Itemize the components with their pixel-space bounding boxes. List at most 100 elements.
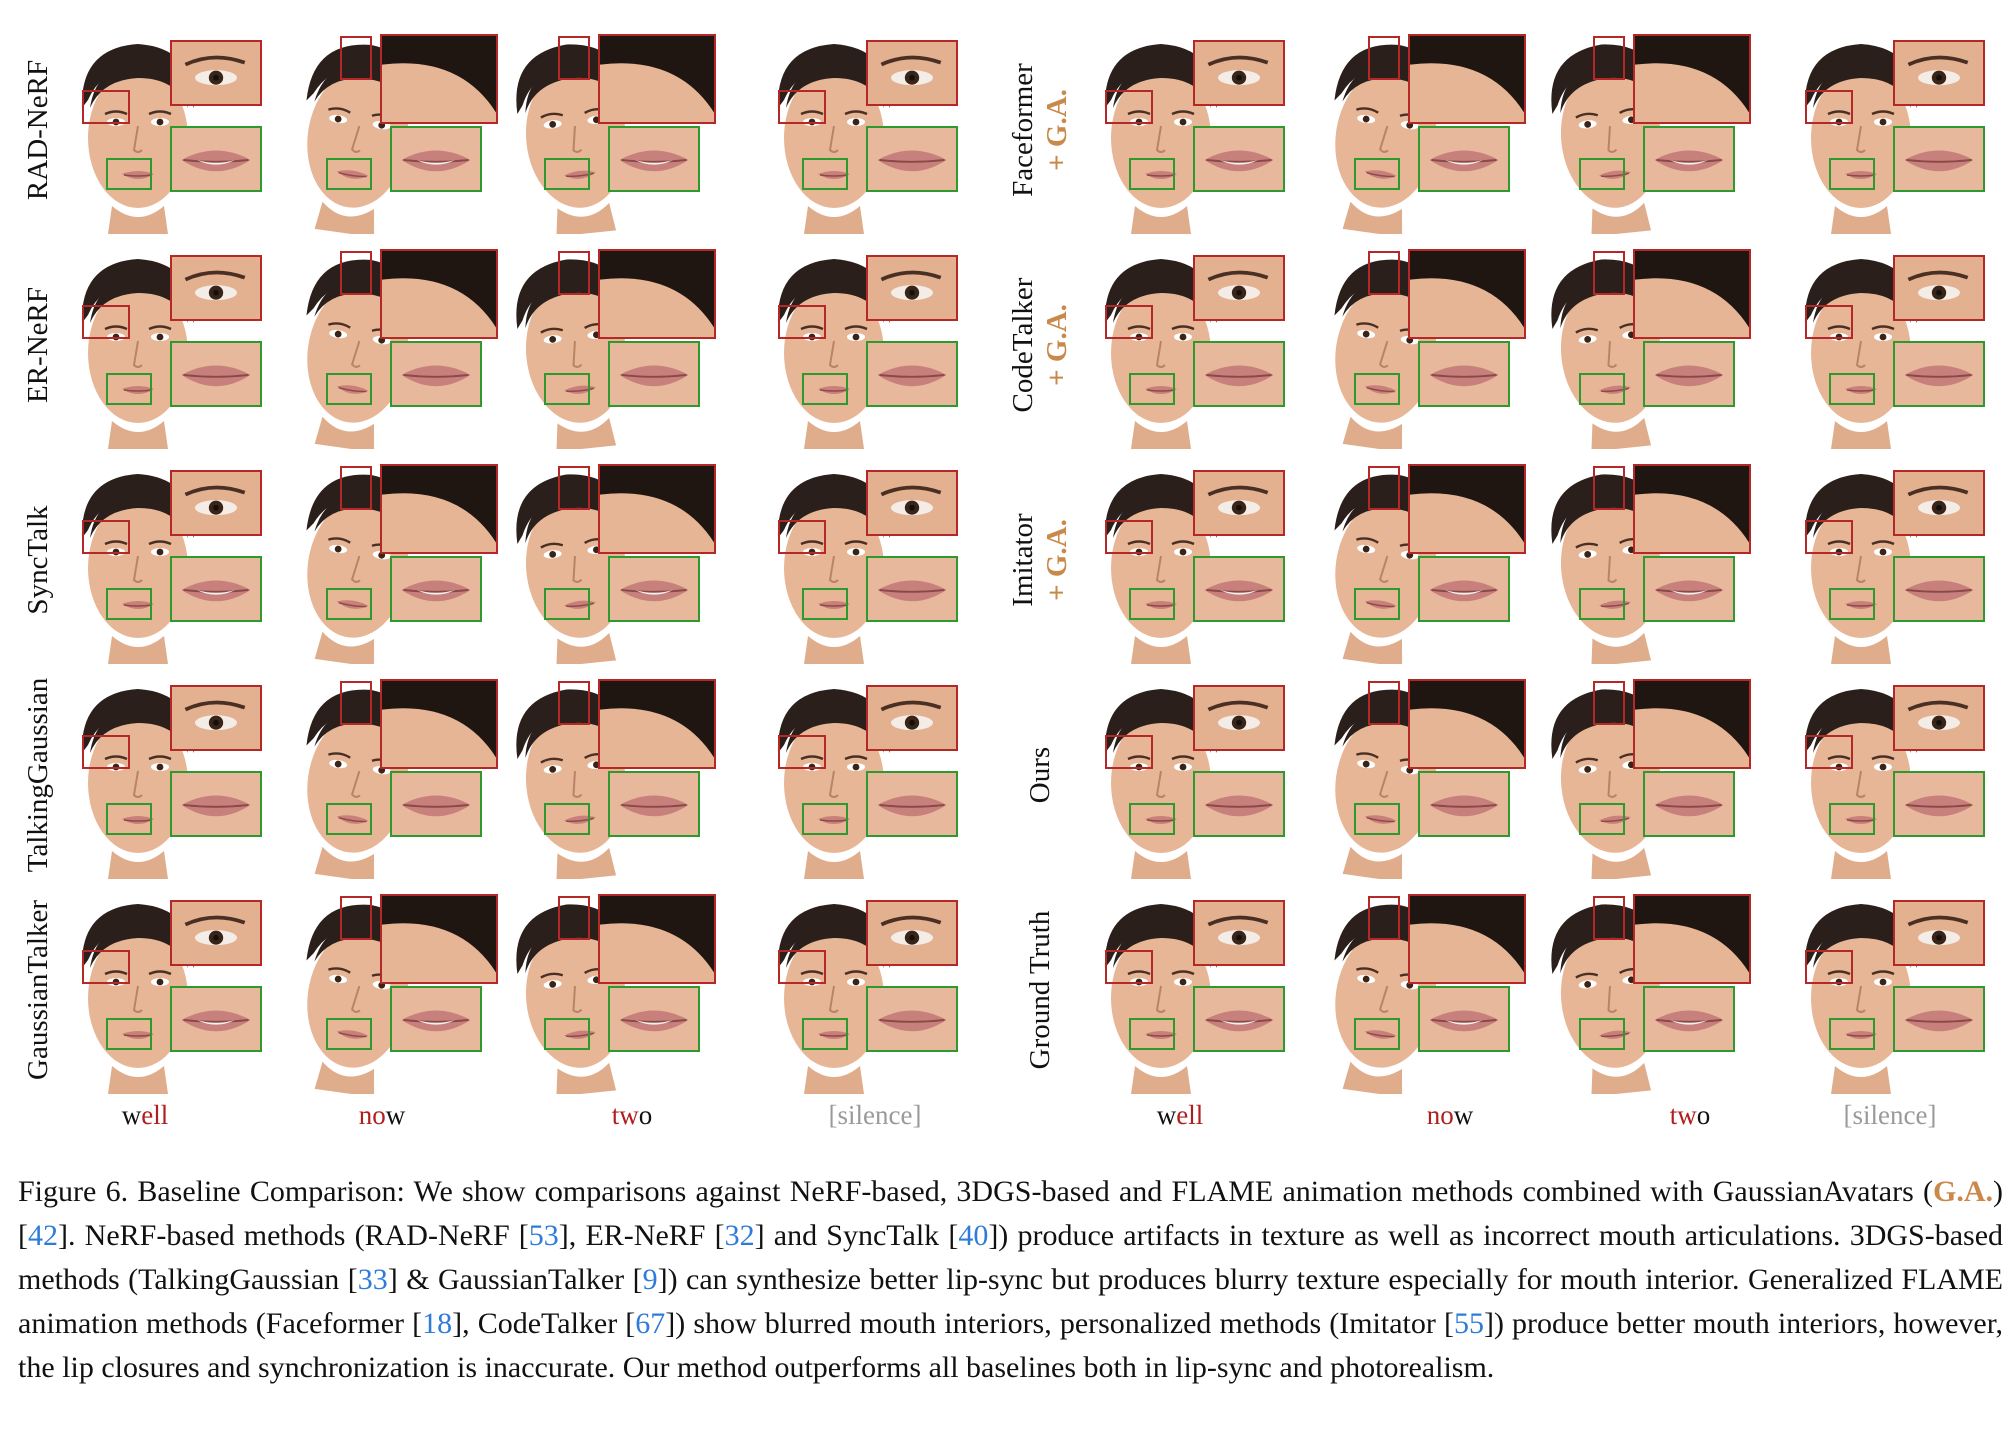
mouth-zoom-inset <box>170 986 262 1052</box>
mouth-region-marker <box>326 588 372 620</box>
citation-link[interactable]: 32 <box>724 1219 755 1252</box>
mouth-region-marker <box>106 588 152 620</box>
mouth-region-marker <box>1829 158 1875 190</box>
eye-region-marker <box>82 735 130 769</box>
comparison-cell <box>758 890 998 1100</box>
comparison-cell <box>500 30 740 240</box>
phoneme-word: now <box>358 1100 406 1130</box>
citation-link[interactable]: 18 <box>422 1307 453 1340</box>
eye-zoom-inset <box>1193 900 1285 966</box>
mouth-region-marker <box>544 1018 590 1050</box>
eye-region-marker <box>558 466 590 510</box>
figure: RAD-NeRF ER-NeRF SyncTalk TalkingGaussian Ga… <box>21 30 2015 1130</box>
phoneme-word: two <box>611 1100 653 1130</box>
eye-zoom-inset <box>170 470 262 536</box>
eye-zoom-inset <box>1408 249 1526 339</box>
comparison-cell <box>282 890 522 1100</box>
mouth-zoom-inset <box>866 341 958 407</box>
mouth-zoom-inset <box>608 126 700 192</box>
citation-link[interactable]: 53 <box>528 1219 559 1252</box>
eye-region-marker <box>778 520 826 554</box>
eye-zoom-inset <box>598 679 716 769</box>
phoneme-word: [silence] <box>828 1100 922 1130</box>
comparison-cell <box>1535 890 1775 1100</box>
mouth-zoom-inset <box>170 341 262 407</box>
comparison-cell <box>1535 460 1775 670</box>
eye-zoom-inset <box>170 255 262 321</box>
face-render <box>81 259 195 449</box>
comparison-cell <box>758 245 998 455</box>
face-render <box>1804 259 1918 449</box>
comparison-cell <box>500 460 740 670</box>
face-render <box>1804 689 1918 879</box>
eye-zoom-inset <box>1893 40 1985 106</box>
mouth-region-marker <box>1354 588 1400 620</box>
mouth-region-marker <box>1354 373 1400 405</box>
comparison-cell <box>500 890 740 1100</box>
comparison-cell <box>62 675 302 885</box>
mouth-region-marker <box>326 1018 372 1050</box>
eye-region-marker <box>778 950 826 984</box>
comparison-cell <box>500 675 740 885</box>
comparison-cell <box>62 890 302 1100</box>
mouth-zoom-inset <box>608 341 700 407</box>
phoneme-word: [silence] <box>1843 1100 1937 1130</box>
face-render <box>1104 689 1218 879</box>
eye-zoom-inset <box>380 249 498 339</box>
mouth-region-marker <box>1829 1018 1875 1050</box>
mouth-region-marker <box>1354 1018 1400 1050</box>
row-label-left: RAD-NeRF <box>21 60 55 200</box>
eye-region-marker <box>340 251 372 295</box>
comparison-cell <box>758 460 998 670</box>
citation-link[interactable]: 55 <box>1453 1307 1484 1340</box>
eye-zoom-inset <box>598 894 716 984</box>
eye-region-marker <box>558 681 590 725</box>
comparison-cell <box>62 245 302 455</box>
mouth-zoom-inset <box>1893 771 1985 837</box>
mouth-zoom-inset <box>1418 556 1510 622</box>
eye-zoom-inset <box>1193 255 1285 321</box>
eye-region-marker <box>82 305 130 339</box>
mouth-region-marker <box>802 588 848 620</box>
method-name: SyncTalk <box>22 505 54 615</box>
eye-zoom-inset <box>866 900 958 966</box>
eye-region-marker <box>558 251 590 295</box>
mouth-region-marker <box>326 158 372 190</box>
comparison-cell <box>1085 890 1325 1100</box>
mouth-zoom-inset <box>1643 126 1735 192</box>
citation-link[interactable]: 40 <box>958 1219 989 1252</box>
comparison-cell <box>1785 245 2015 455</box>
method-name: Ground Truth <box>1024 910 1056 1070</box>
citation-link[interactable]: 42 <box>28 1219 58 1252</box>
phoneme-word: two <box>1669 1100 1711 1130</box>
citation-link[interactable]: 9 <box>642 1263 658 1296</box>
comparison-cell <box>1310 890 1550 1100</box>
face-render <box>777 474 891 664</box>
eye-zoom-inset <box>1408 894 1526 984</box>
eye-region-marker <box>1105 950 1153 984</box>
mouth-zoom-inset <box>1193 556 1285 622</box>
mouth-zoom-inset <box>170 556 262 622</box>
face-render <box>1804 474 1918 664</box>
eye-region-marker <box>82 90 130 124</box>
citation-link[interactable]: 67 <box>635 1307 666 1340</box>
eye-zoom-inset <box>170 900 262 966</box>
mouth-zoom-inset <box>1893 986 1985 1052</box>
mouth-zoom-inset <box>1643 986 1735 1052</box>
comparison-cell <box>758 30 998 240</box>
eye-zoom-inset <box>1633 249 1751 339</box>
method-name: TalkingGaussian <box>22 677 54 873</box>
method-name: Faceformer <box>1007 63 1039 197</box>
mouth-region-marker <box>544 803 590 835</box>
eye-region-marker <box>1105 305 1153 339</box>
phoneme-word: well <box>1156 1100 1204 1130</box>
method-name: ER-NeRF <box>22 287 54 403</box>
eye-region-marker <box>340 466 372 510</box>
row-label-right: Imitator + G.A. <box>1006 513 1074 606</box>
comparison-cell <box>1310 675 1550 885</box>
citation-link[interactable]: 33 <box>357 1263 388 1296</box>
eye-zoom-inset <box>1408 34 1526 124</box>
ga-suffix: + G.A. <box>1041 519 1073 601</box>
eye-zoom-inset <box>1893 900 1985 966</box>
comparison-cell <box>282 675 522 885</box>
